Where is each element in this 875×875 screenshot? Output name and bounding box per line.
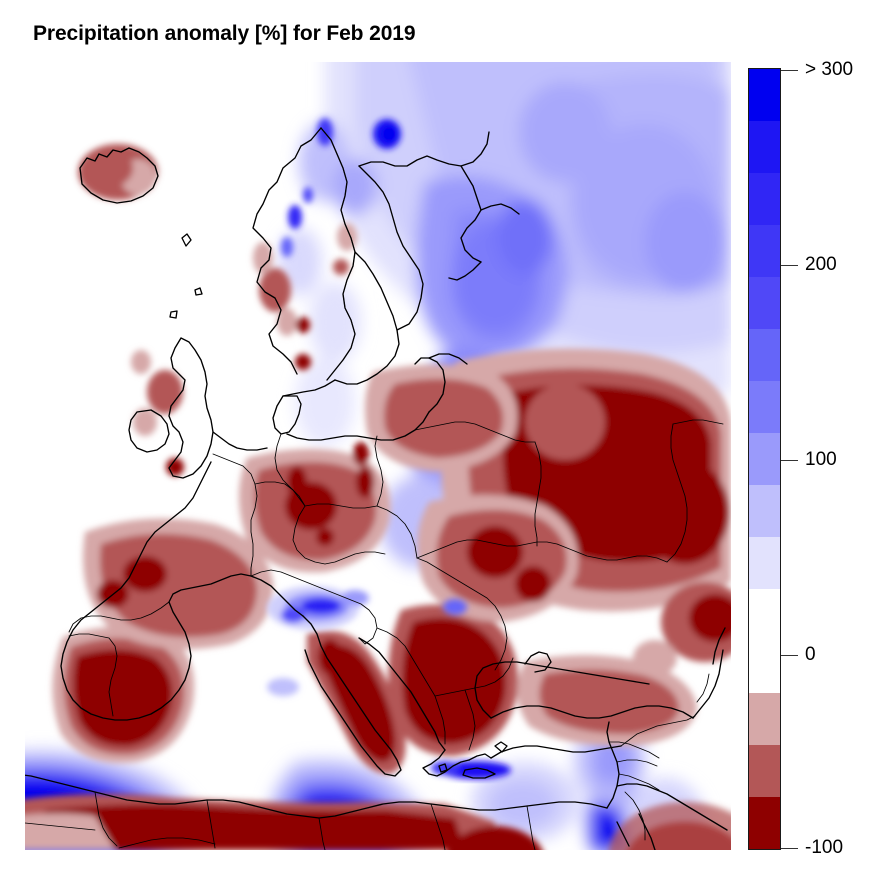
colorbar-segment bbox=[749, 225, 780, 277]
positive-anomaly-field-north bbox=[278, 62, 731, 568]
colorbar-segment bbox=[749, 589, 780, 641]
colorbar-segment bbox=[749, 329, 780, 381]
page-title: Precipitation anomaly [%] for Feb 2019 bbox=[33, 22, 416, 45]
colorbar-segment bbox=[749, 745, 780, 797]
colorbar-segment bbox=[749, 433, 780, 485]
colorbar-segment bbox=[749, 173, 780, 225]
colorbar-segment bbox=[749, 537, 780, 589]
colorbar-label-0: 0 bbox=[805, 644, 816, 665]
colorbar-label-100: 100 bbox=[805, 449, 837, 470]
colorbar-tick-200 bbox=[781, 265, 798, 266]
colorbar-segment bbox=[749, 381, 780, 433]
negative-anomaly-field bbox=[25, 144, 731, 850]
anomaly-map bbox=[25, 62, 731, 850]
coastline-layer bbox=[25, 127, 728, 850]
alpine-positive-anomaly bbox=[267, 586, 467, 696]
colorbar-label-300: > 300 bbox=[805, 59, 854, 80]
colorbar-gradient bbox=[748, 68, 781, 850]
colorbar-label-200: 200 bbox=[805, 254, 837, 275]
colorbar-tick-0 bbox=[781, 655, 798, 656]
colorbar-segment bbox=[749, 641, 780, 693]
colorbar-tick-300 bbox=[781, 70, 798, 71]
map-plot-area bbox=[25, 62, 731, 850]
colorbar-label-minus100: -100 bbox=[805, 837, 844, 858]
colorbar-segment bbox=[749, 277, 780, 329]
colorbar-segment bbox=[749, 121, 780, 173]
colorbar-segment bbox=[749, 693, 780, 745]
colorbar-segment bbox=[749, 797, 780, 849]
colorbar-tick-minus100 bbox=[781, 848, 798, 849]
colorbar-segment bbox=[749, 485, 780, 537]
positive-anomaly-cores bbox=[281, 118, 401, 257]
country-border-layer bbox=[25, 127, 724, 850]
colorbar-segment bbox=[749, 69, 780, 121]
colorbar-tick-100 bbox=[781, 460, 798, 461]
colorbar: > 300 200 100 0 -100 bbox=[748, 59, 868, 858]
